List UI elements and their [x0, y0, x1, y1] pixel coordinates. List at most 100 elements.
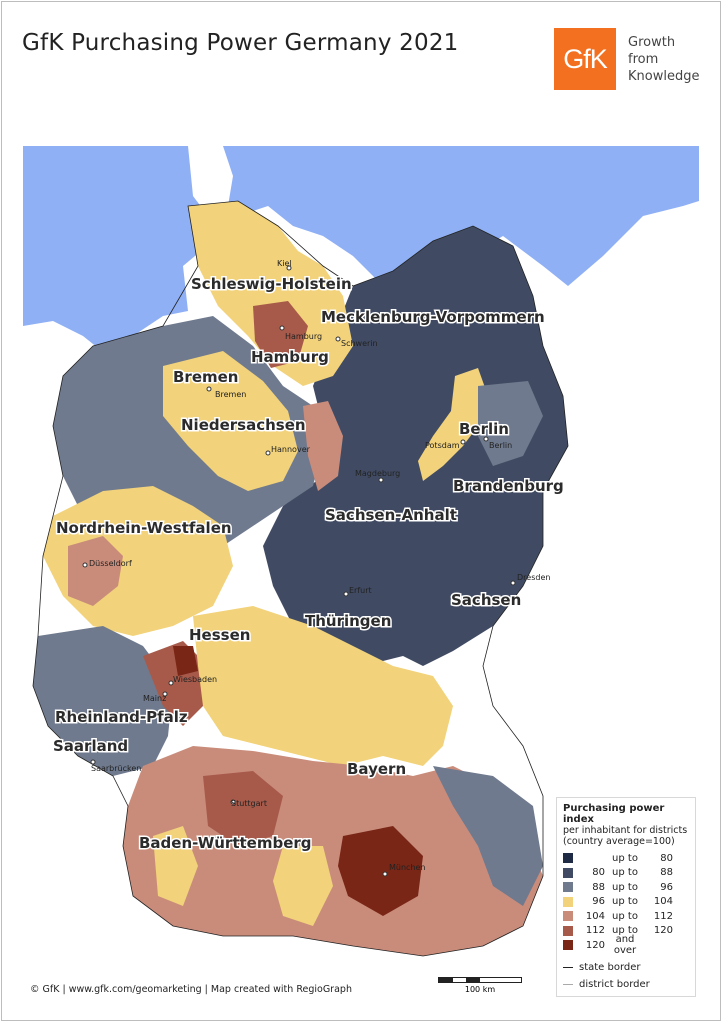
legend-high: 96 [660, 881, 673, 893]
logo-tagline: Growth from Knowledge [628, 34, 699, 85]
region-braunschweig [303, 401, 343, 491]
city-bremen: Bremen [206, 386, 246, 399]
svg-text:Bremen: Bremen [215, 390, 246, 399]
legend-mid: up to [612, 881, 638, 893]
svg-text:Potsdam: Potsdam [425, 441, 460, 450]
legend-low: 104 [585, 910, 605, 922]
legend-mid: up to [612, 867, 638, 879]
svg-text:Schwerin: Schwerin [341, 339, 378, 348]
city-hannover: Hannover [265, 445, 311, 456]
legend-low: 120 [585, 939, 605, 951]
region-rhine-ruhr [68, 536, 123, 606]
map-svg: Kiel Hamburg Schwerin Bremen Hannover Po… [23, 146, 699, 996]
region-hamburg [253, 301, 308, 368]
state-label-bremen: Bremen [173, 368, 239, 386]
svg-text:Düsseldorf: Düsseldorf [89, 559, 132, 568]
legend-class: 80 up to 88 [563, 866, 689, 881]
svg-text:Dresden: Dresden [517, 573, 550, 582]
legend-mid: up to [612, 852, 638, 864]
legend-class: up to 80 [563, 851, 689, 866]
region-rheinland-pfalz [33, 626, 173, 776]
state-label-baden-wuerttemberg: Baden-Württemberg [139, 834, 312, 852]
region-munich [338, 826, 423, 916]
city-erfurt: Erfurt [343, 586, 372, 597]
city-hamburg: Hamburg [279, 325, 322, 341]
city-potsdam: Potsdam [425, 439, 466, 450]
legend-swatch [563, 925, 573, 936]
city-stuttgart: Stuttgart [230, 799, 267, 808]
state-label-thueringen: Thüringen [305, 612, 391, 630]
germany-border [32, 200, 569, 957]
state-label-saarland: Saarland [53, 737, 128, 755]
legend-title: Purchasing power index [563, 803, 665, 825]
legend-class: 112 up to 120 [563, 924, 689, 939]
legend-state-border: state border [563, 962, 689, 973]
region-swabia [273, 846, 333, 926]
legend-high: 104 [653, 896, 673, 908]
region-brandenburg-outer [478, 381, 543, 466]
legend-subtitle: per inhabitant for districts [563, 825, 688, 836]
state-label-hamburg: Hamburg [251, 348, 329, 366]
legend-swatch [563, 896, 573, 907]
region-schleswig-holstein [188, 201, 353, 386]
state-label-schleswig-holstein: Schleswig-Holstein [191, 275, 352, 293]
state-label-mecklenburg-vorpommern: Mecklenburg-Vorpommern [321, 308, 545, 326]
region-east-bavaria [433, 766, 543, 906]
map-legend: Purchasing power index per inhabitant fo… [556, 797, 696, 997]
city-magdeburg: Magdeburg [355, 469, 400, 483]
svg-text:Stuttgart: Stuttgart [231, 799, 267, 808]
region-berlin-area [418, 368, 488, 481]
svg-text:Hamburg: Hamburg [285, 332, 322, 341]
legend-low: 96 [592, 896, 605, 908]
svg-text:München: München [389, 863, 426, 872]
legend-mid: and over [613, 934, 637, 957]
svg-text:Magdeburg: Magdeburg [355, 469, 400, 478]
tagline-line: Knowledge [628, 69, 700, 84]
city-dresden: Dresden [510, 573, 550, 586]
legend-district-border: district border [563, 979, 689, 990]
gfk-logo: GfK [554, 28, 616, 90]
region-frankfurt [173, 646, 198, 676]
state-label-berlin: Berlin [459, 420, 509, 438]
map-title: GfK Purchasing Power Germany 2021 [22, 30, 459, 56]
state-label-nordrhein-westfalen: Nordrhein-Westfalen [56, 519, 232, 537]
city-schwerin: Schwerin [335, 336, 378, 348]
legend-mid: up to [612, 925, 638, 937]
legend-low: 88 [592, 881, 605, 893]
region-black-forest [153, 826, 198, 906]
legend-class: 104 up to 112 [563, 909, 689, 924]
svg-text:Mainz: Mainz [143, 694, 166, 703]
legend-class: 96 up to 104 [563, 895, 689, 910]
city-kiel: Kiel [277, 259, 292, 271]
svg-text:Erfurt: Erfurt [349, 586, 372, 595]
legend-low: 112 [585, 925, 605, 937]
legend-class: 88 up to 96 [563, 880, 689, 895]
svg-text:Saarbrücken: Saarbrücken [91, 764, 141, 773]
region-niedersachsen-core [163, 351, 298, 491]
svg-text:Hannover: Hannover [271, 445, 311, 454]
legend-swatch [563, 867, 573, 878]
denmark-land [188, 146, 233, 216]
city-wiesbaden: Wiesbaden [168, 675, 217, 686]
state-label-niedersachsen: Niedersachsen [181, 416, 306, 434]
legend-swatch [563, 853, 573, 864]
legend-high: 120 [653, 925, 673, 937]
city-muenchen: München [382, 863, 426, 877]
legend-low: 80 [592, 867, 605, 879]
tagline-line: from [628, 52, 659, 67]
legend-subtitle: (country average=100) [563, 836, 675, 847]
footer-credit: © GfK | www.gfk.com/geomarketing | Map c… [30, 984, 352, 995]
city-mainz: Mainz [143, 691, 168, 703]
legend-swatch [563, 911, 573, 922]
legend-swatch [563, 940, 573, 951]
germany-map: Kiel Hamburg Schwerin Bremen Hannover Po… [23, 146, 699, 996]
svg-text:Wiesbaden: Wiesbaden [173, 675, 217, 684]
region-franconia [193, 606, 453, 766]
scale-label: 100 km [464, 985, 496, 994]
region-stuttgart [203, 771, 283, 846]
legend-swatch [563, 882, 573, 893]
legend-mid: up to [612, 910, 638, 922]
legend-class: 120 and over [563, 934, 689, 956]
svg-text:Kiel: Kiel [277, 259, 292, 268]
